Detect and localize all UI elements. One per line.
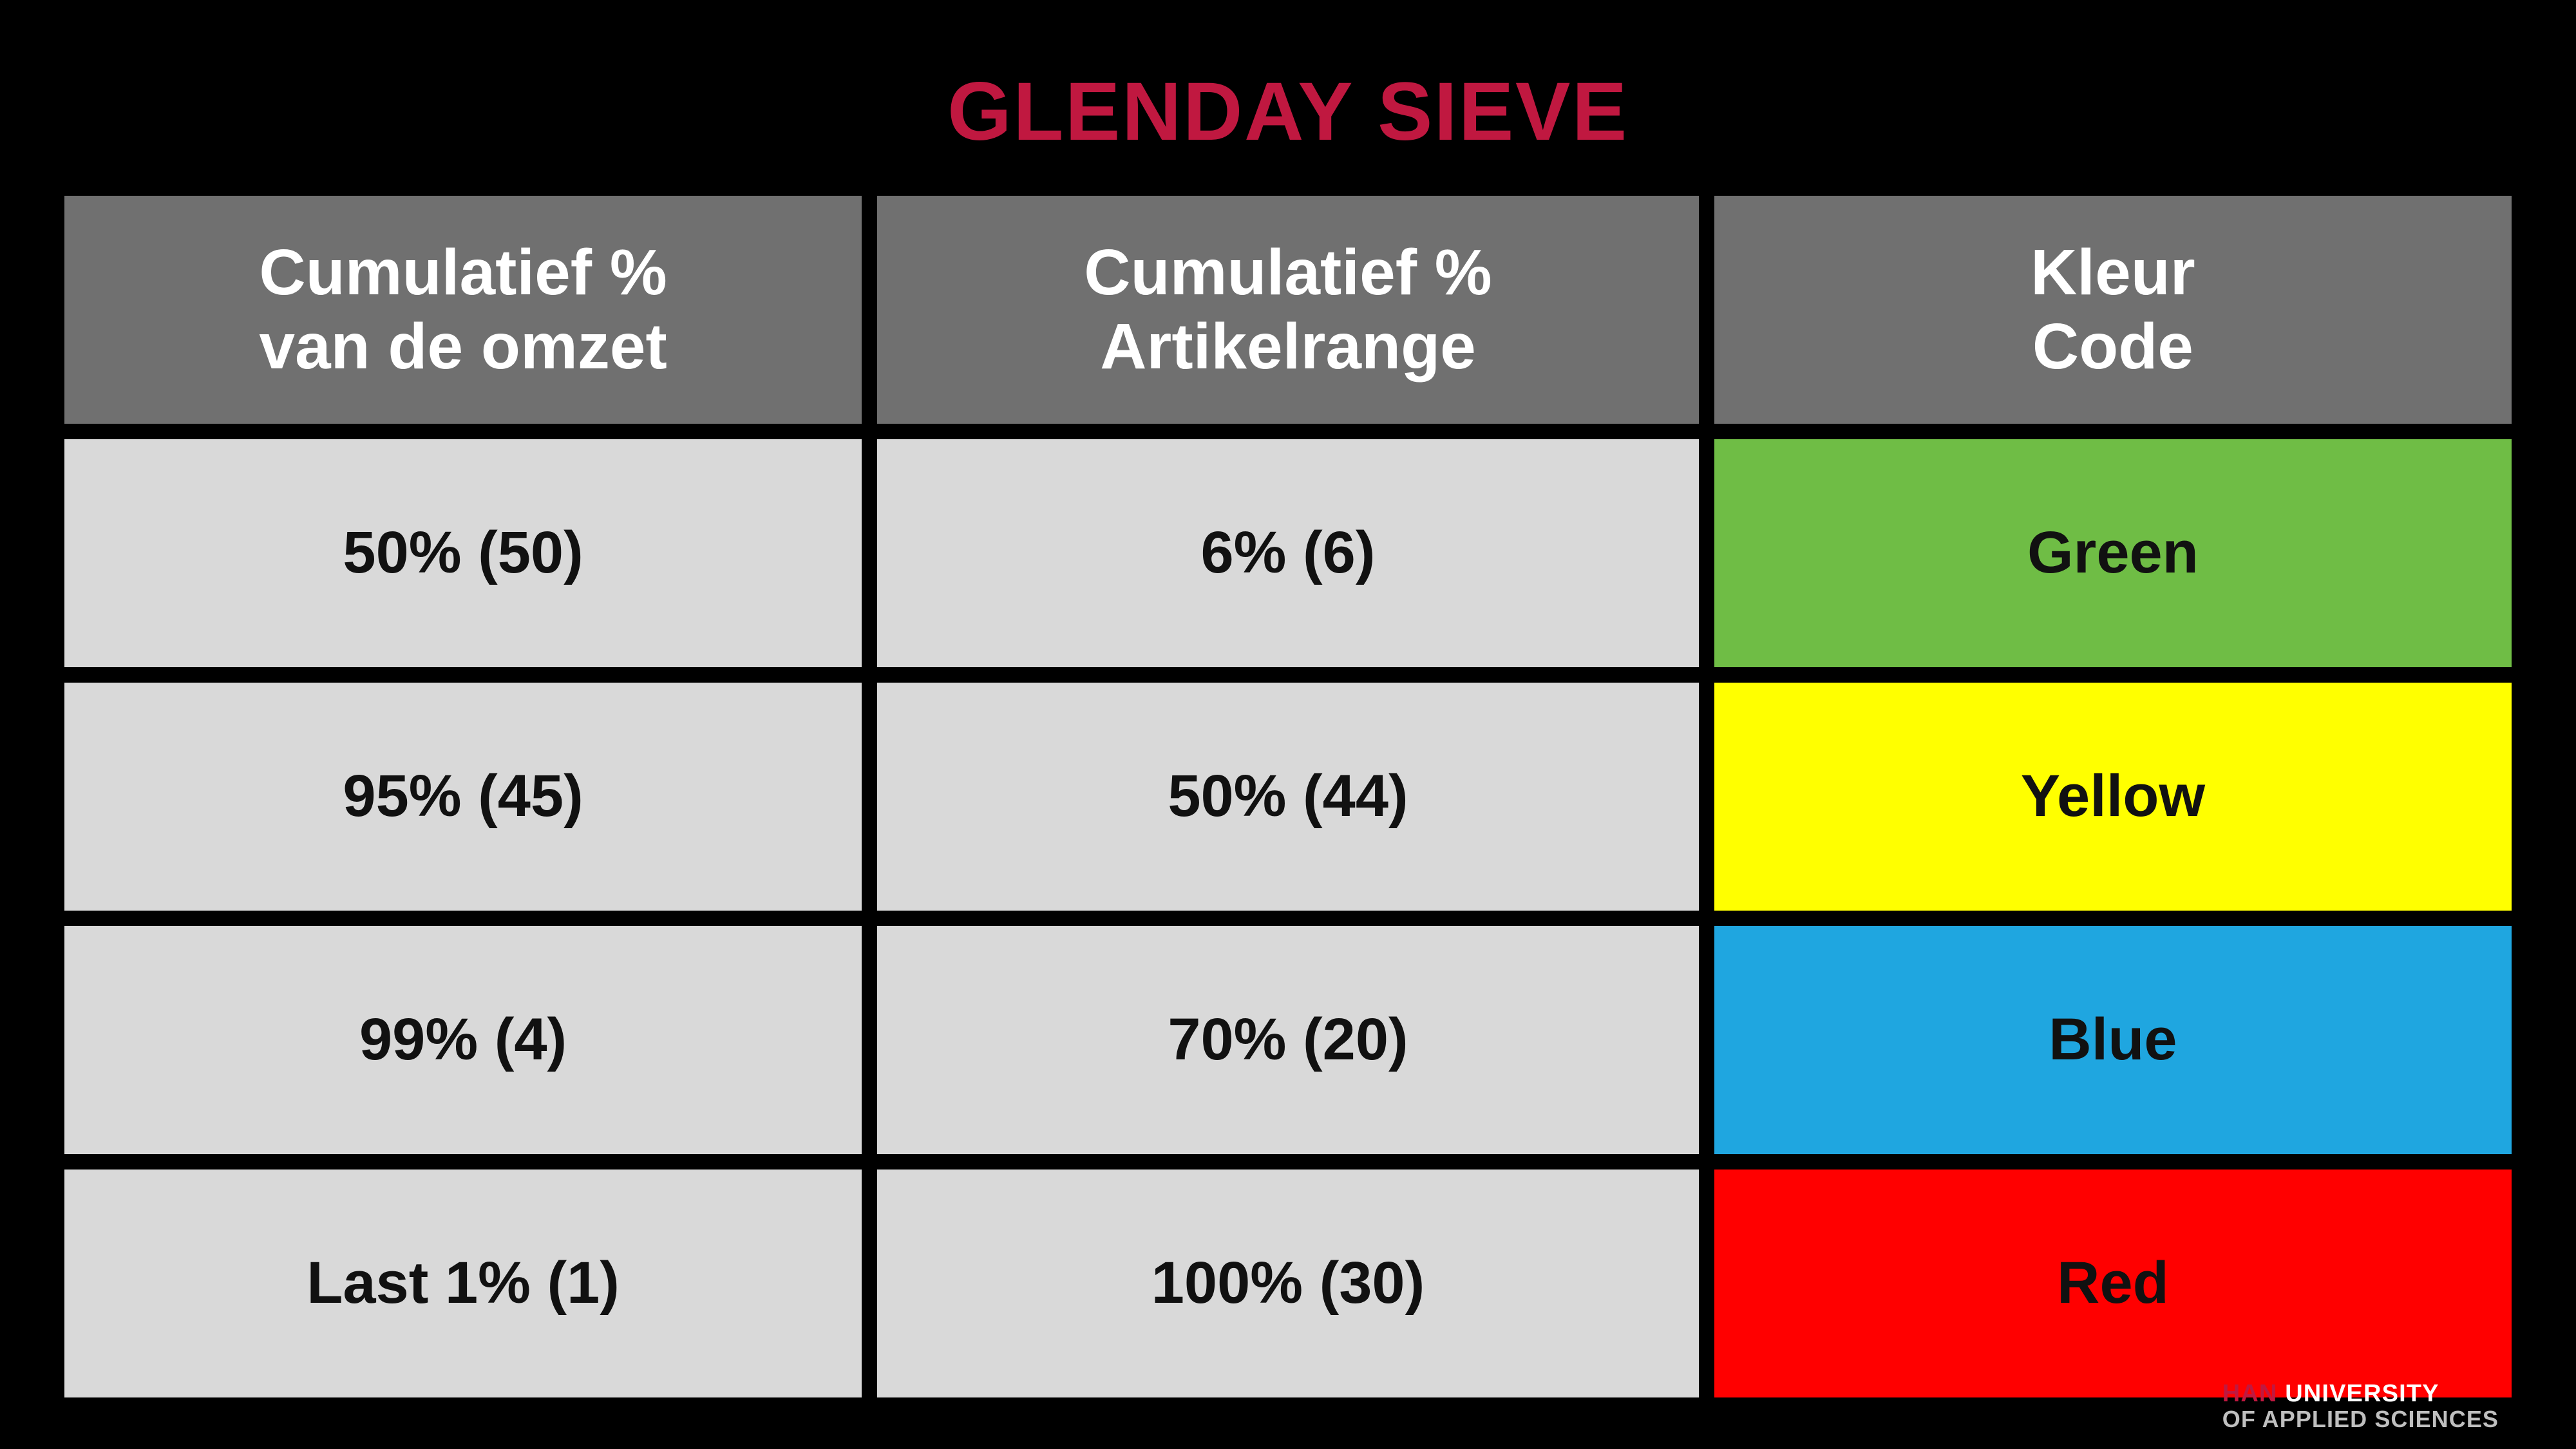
cell-omzet: 95% (45) (64, 683, 862, 911)
cell-range: 6% (6) (877, 439, 1699, 667)
table-row: 50% (50) 6% (6) Green (64, 439, 2512, 667)
header-range: Cumulatief %Artikelrange (877, 196, 1699, 424)
footer-line2: OF APPLIED SCIENCES (2222, 1407, 2499, 1432)
header-kleur: KleurCode (1714, 196, 2512, 424)
footer-attribution: HAN UNIVERSITY OF APPLIED SCIENCES (2222, 1381, 2499, 1432)
cell-kleur: Yellow (1714, 683, 2512, 911)
slide-title: GLENDAY SIEVE (64, 64, 2512, 159)
cell-omzet: 99% (4) (64, 926, 862, 1154)
cell-omzet: 50% (50) (64, 439, 862, 667)
header-omzet: Cumulatief %van de omzet (64, 196, 862, 424)
cell-kleur: Red (1714, 1170, 2512, 1397)
table-row: Last 1% (1) 100% (30) Red (64, 1170, 2512, 1397)
slide: GLENDAY SIEVE Cumulatief %van de omzet C… (0, 0, 2576, 1449)
cell-kleur: Green (1714, 439, 2512, 667)
cell-kleur: Blue (1714, 926, 2512, 1154)
footer-line1: HAN UNIVERSITY (2222, 1381, 2499, 1407)
cell-range: 100% (30) (877, 1170, 1699, 1397)
cell-omzet: Last 1% (1) (64, 1170, 862, 1397)
cell-range: 50% (44) (877, 683, 1699, 911)
glenday-table: Cumulatief %van de omzet Cumulatief %Art… (64, 196, 2512, 1397)
table-row: 95% (45) 50% (44) Yellow (64, 683, 2512, 911)
table-row: 99% (4) 70% (20) Blue (64, 926, 2512, 1154)
table-header-row: Cumulatief %van de omzet Cumulatief %Art… (64, 196, 2512, 424)
cell-range: 70% (20) (877, 926, 1699, 1154)
footer-accent: HAN (2222, 1380, 2278, 1407)
footer-line1-rest: UNIVERSITY (2285, 1380, 2439, 1407)
